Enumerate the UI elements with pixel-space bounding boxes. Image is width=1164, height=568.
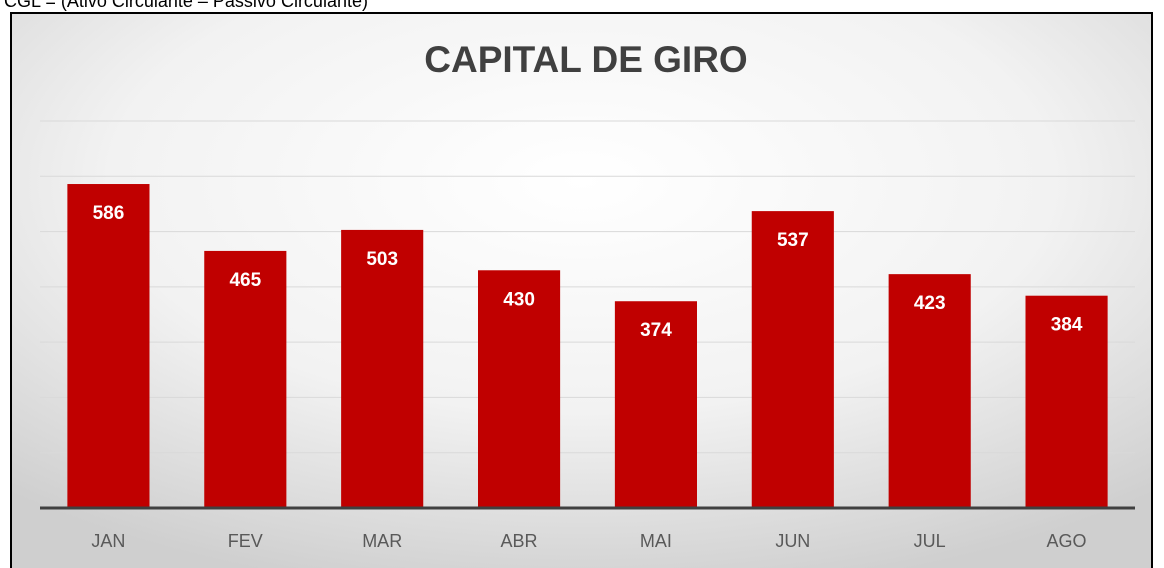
bar xyxy=(204,250,287,508)
chart-title: CAPITAL DE GIRO xyxy=(424,39,747,80)
bar xyxy=(67,184,150,509)
bar xyxy=(478,270,561,508)
x-tick-label: MAR xyxy=(362,531,402,551)
bar xyxy=(751,211,834,508)
bar xyxy=(888,274,971,508)
chart-frame xyxy=(10,12,1153,568)
data-label: 537 xyxy=(777,230,809,251)
x-tick-label: FEV xyxy=(228,531,263,551)
x-tick-label: MAI xyxy=(640,531,672,551)
data-label: 423 xyxy=(914,293,946,314)
x-tick-label: JUN xyxy=(775,531,810,551)
bar xyxy=(341,229,424,509)
formula-note: CGL = (Ativo Circulante – Passivo Circul… xyxy=(4,0,368,11)
data-label: 374 xyxy=(640,320,672,341)
x-tick-label: ABR xyxy=(501,531,538,551)
bar xyxy=(1025,295,1108,508)
x-tick-label: JAN xyxy=(91,531,125,551)
x-tick-label: JUL xyxy=(914,531,946,551)
data-label: 465 xyxy=(229,270,261,291)
data-label: 384 xyxy=(1051,315,1083,336)
data-label: 430 xyxy=(503,289,535,310)
data-label: 586 xyxy=(93,203,125,224)
x-tick-label: AGO xyxy=(1047,531,1087,551)
data-label: 503 xyxy=(366,249,398,270)
bar xyxy=(614,301,697,508)
